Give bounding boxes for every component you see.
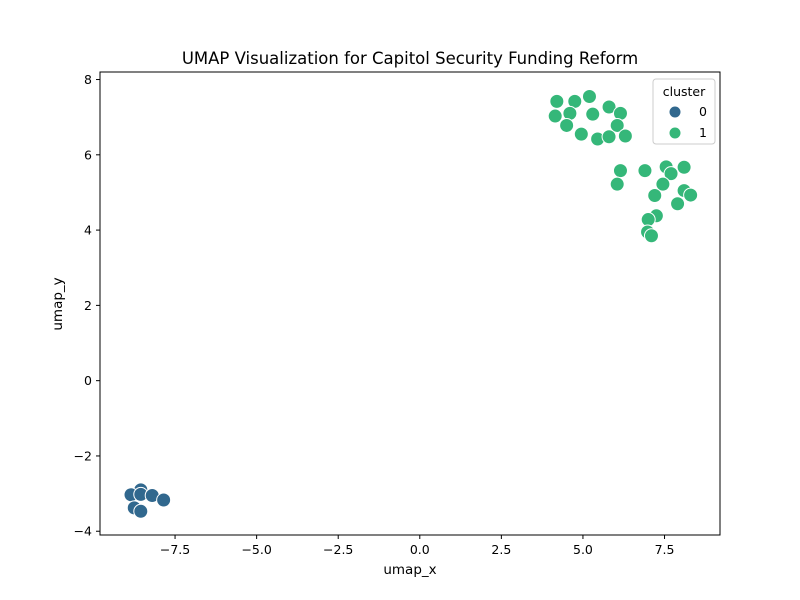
legend-box (652, 78, 716, 145)
legend-title: cluster (663, 84, 706, 99)
point-cluster-1-10 (573, 126, 589, 142)
y-tick-label: 6 (84, 147, 92, 162)
point-cluster-1-5 (585, 106, 601, 122)
point-cluster-1-22 (683, 187, 699, 203)
point-cluster-1-18 (663, 166, 679, 182)
x-axis-ticks: −7.5 −5.0 −2.5 0.0 2.5 5.0 7.5 (160, 535, 675, 557)
data-points (123, 88, 699, 519)
point-cluster-1-24 (670, 196, 686, 212)
point-cluster-1-28 (643, 228, 659, 244)
point-cluster-1-20 (655, 176, 671, 192)
x-tick-label: 2.5 (491, 542, 511, 557)
x-tick-label: −2.5 (323, 542, 353, 557)
y-tick-label: −2 (74, 448, 92, 463)
legend-marker-1 (668, 126, 682, 140)
x-tick-label: 5.0 (573, 542, 593, 557)
y-axis-title: umap_y (50, 277, 66, 330)
legend-label-0: 0 (699, 104, 707, 119)
point-cluster-0-4 (156, 492, 172, 508)
legend-label-1: 1 (699, 125, 707, 140)
legend-marker-0 (668, 105, 682, 119)
x-axis-title: umap_x (383, 562, 436, 578)
y-tick-label: 0 (84, 373, 92, 388)
plot-frame (99, 71, 721, 536)
point-cluster-1-8 (559, 117, 575, 133)
x-tick-label: −7.5 (160, 542, 190, 557)
point-cluster-1-13 (617, 128, 633, 144)
point-cluster-1-17 (676, 159, 692, 175)
point-cluster-1-15 (637, 163, 653, 179)
y-tick-label: 8 (84, 72, 92, 87)
point-cluster-1-12 (601, 129, 617, 145)
y-axis-ticks: −4 −2 0 2 4 6 8 (74, 72, 100, 539)
point-cluster-1-9 (609, 117, 625, 133)
x-tick-label: 0.0 (410, 542, 430, 557)
y-tick-label: −4 (74, 524, 92, 539)
point-cluster-1-2 (581, 88, 597, 104)
point-cluster-1-3 (601, 99, 617, 115)
point-cluster-1-26 (640, 212, 656, 228)
point-cluster-1-19 (609, 176, 625, 192)
point-cluster-0-6 (133, 503, 149, 519)
legend: cluster 0 1 (652, 78, 716, 145)
y-tick-label: 4 (84, 223, 92, 238)
point-cluster-1-7 (547, 108, 563, 124)
point-cluster-1-0 (549, 93, 565, 109)
x-tick-label: −5.0 (241, 542, 271, 557)
point-cluster-1-14 (612, 163, 628, 179)
x-tick-label: 7.5 (655, 542, 675, 557)
point-cluster-1-23 (647, 187, 663, 203)
chart-title: UMAP Visualization for Capitol Security … (182, 49, 638, 68)
y-tick-label: 2 (84, 298, 92, 313)
